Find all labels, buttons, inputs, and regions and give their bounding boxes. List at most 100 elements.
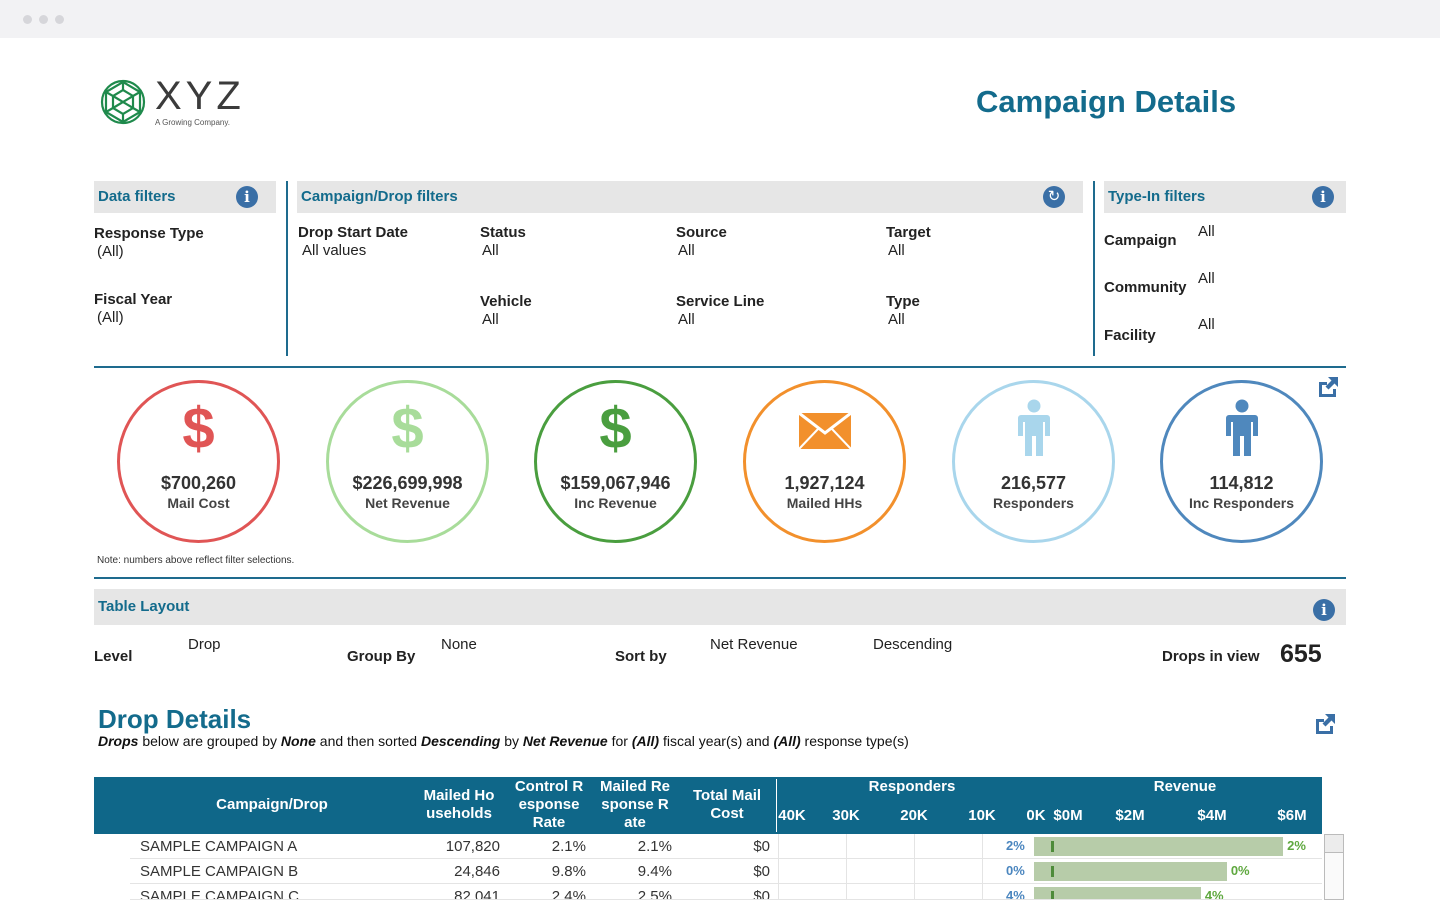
mailed-rate: 2.5% xyxy=(637,888,672,900)
filter-label-fiscal-year: Fiscal Year xyxy=(94,291,173,308)
responders-percent: 2% xyxy=(1006,838,1025,853)
filter-label-drop-start-date: Drop Start Date xyxy=(298,224,409,241)
kpi-responders: 216,577 Responders xyxy=(952,380,1115,543)
window-maximize-dot[interactable] xyxy=(55,15,64,24)
sort-direction-select[interactable]: Descending xyxy=(873,636,953,653)
revenue-tick: $0M xyxy=(1053,807,1083,824)
sort-by-label: Sort by xyxy=(615,648,667,665)
divider xyxy=(286,181,288,356)
filter-value-target[interactable]: All xyxy=(888,242,905,259)
column-header-control-rate[interactable]: Control R esponse Rate xyxy=(514,778,584,831)
filter-note: Note: numbers above reflect filter selec… xyxy=(97,555,295,566)
responders-tick: 0K xyxy=(1026,807,1046,824)
responders-tick: 20K xyxy=(900,807,928,824)
dollar-icon: $ xyxy=(599,396,632,461)
filter-value-type[interactable]: All xyxy=(888,311,905,328)
table-layout-title: Table Layout xyxy=(98,598,190,615)
filter-label-response-type: Response Type xyxy=(94,225,204,242)
divider xyxy=(94,577,1346,579)
filter-value-response-type[interactable]: (All) xyxy=(97,243,124,260)
filter-value-facility[interactable]: All xyxy=(1198,316,1215,333)
filter-value-service-line[interactable]: All xyxy=(678,311,695,328)
window-minimize-dot[interactable] xyxy=(39,15,48,24)
kpi-value: 1,927,124 xyxy=(784,473,865,493)
kpi-label: Net Revenue xyxy=(365,495,450,511)
campaign-filters-header: Campaign/Drop filters ↻ xyxy=(297,181,1083,213)
drop-details-title: Drop Details xyxy=(98,704,252,734)
popout-icon[interactable] xyxy=(1315,374,1341,400)
responders-tick: 10K xyxy=(968,807,996,824)
column-header-revenue[interactable]: Revenue xyxy=(1153,778,1217,795)
filter-label-status: Status xyxy=(480,224,526,241)
column-header-mailed-households[interactable]: Mailed Ho useholds xyxy=(423,787,495,822)
mailed-rate: 2.1% xyxy=(637,838,672,855)
responders-percent: 4% xyxy=(1006,888,1025,900)
table-row[interactable]: SAMPLE CAMPAIGN C 82,041 2.4% 2.5% $0 4%… xyxy=(130,884,1322,900)
revenue-tick: $6M xyxy=(1277,807,1307,824)
info-icon[interactable]: i xyxy=(1313,599,1335,621)
campaign-name[interactable]: SAMPLE CAMPAIGN C xyxy=(140,888,299,900)
kpi-label: Inc Revenue xyxy=(574,495,657,511)
filter-value-vehicle[interactable]: All xyxy=(482,311,499,328)
column-header-total-mail-cost[interactable]: Total Mail Cost xyxy=(692,787,762,822)
filter-label-campaign: Campaign xyxy=(1104,232,1177,249)
total-mail-cost: $0 xyxy=(753,838,770,855)
kpi-value: 216,577 xyxy=(1000,473,1067,493)
filter-value-community[interactable]: All xyxy=(1198,270,1215,287)
page-title: Campaign Details xyxy=(976,84,1237,119)
inc-revenue-marker xyxy=(1050,841,1054,852)
column-header-mailed-rate[interactable]: Mailed Re sponse R ate xyxy=(599,778,671,831)
table-row[interactable]: SAMPLE CAMPAIGN A 107,820 2.1% 2.1% $0 2… xyxy=(130,834,1322,859)
kpi-value: $159,067,946 xyxy=(560,473,671,493)
info-icon[interactable]: i xyxy=(1312,186,1334,208)
window-close-dot[interactable] xyxy=(23,15,32,24)
kpi-value: 114,812 xyxy=(1209,473,1274,493)
filter-value-status[interactable]: All xyxy=(482,242,499,259)
window-chrome xyxy=(0,0,1440,38)
kpi-label: Mail Cost xyxy=(167,495,230,511)
level-label: Level xyxy=(94,648,133,665)
filter-value-drop-start-date[interactable]: All values xyxy=(302,242,367,259)
data-filters-header: Data filters i xyxy=(94,181,276,213)
campaign-name[interactable]: SAMPLE CAMPAIGN B xyxy=(140,863,299,880)
inc-revenue-marker xyxy=(1050,866,1054,877)
data-filters-title: Data filters xyxy=(98,188,176,205)
kpi-value: $700,260 xyxy=(160,473,237,493)
responders-tick: 40K xyxy=(778,807,806,824)
filter-value-campaign[interactable]: All xyxy=(1198,223,1215,240)
inc-revenue-marker xyxy=(1050,891,1054,899)
filter-label-facility: Facility xyxy=(1104,327,1156,344)
kpi-mailed-hhs: 1,927,124 Mailed HHs xyxy=(743,380,906,543)
divider xyxy=(94,366,1346,368)
column-header-responders[interactable]: Responders xyxy=(868,778,956,795)
table-scrollbar-thumb[interactable] xyxy=(1325,835,1343,853)
divider xyxy=(776,779,777,832)
drops-in-view-label: Drops in view xyxy=(1162,648,1260,665)
control-rate: 2.1% xyxy=(551,838,586,855)
sort-by-select[interactable]: Net Revenue xyxy=(710,636,798,653)
table-row[interactable]: SAMPLE CAMPAIGN B 24,846 9.8% 9.4% $0 0%… xyxy=(130,859,1322,884)
control-rate: 9.8% xyxy=(551,863,586,880)
typein-filters-title: Type-In filters xyxy=(1108,188,1206,205)
filter-value-fiscal-year[interactable]: (All) xyxy=(97,309,124,326)
kpi-net-revenue: $ $226,699,998 Net Revenue xyxy=(326,380,489,543)
dollar-icon: $ xyxy=(182,396,215,461)
drop-details-subtitle: Drops below are grouped by None and then… xyxy=(98,733,909,749)
group-by-label: Group By xyxy=(347,648,416,665)
filter-label-type: Type xyxy=(886,293,920,310)
brand-logo: XYZ A Growing Company. xyxy=(99,74,241,131)
level-select[interactable]: Drop xyxy=(188,636,221,653)
group-by-select[interactable]: None xyxy=(441,636,477,653)
refresh-icon[interactable]: ↻ xyxy=(1043,186,1065,208)
filter-label-target: Target xyxy=(886,224,931,241)
column-header-campaign[interactable]: Campaign/Drop xyxy=(216,796,328,813)
info-icon[interactable]: i xyxy=(236,186,258,208)
filter-value-source[interactable]: All xyxy=(678,242,695,259)
campaign-name[interactable]: SAMPLE CAMPAIGN A xyxy=(140,838,298,855)
brand-name: XYZ xyxy=(155,74,245,118)
typein-filters-header: Type-In filters i xyxy=(1104,181,1346,213)
popout-icon[interactable] xyxy=(1312,711,1338,737)
total-mail-cost: $0 xyxy=(753,888,770,900)
filter-label-community: Community xyxy=(1104,279,1187,296)
kpi-mail-cost: $ $700,260 Mail Cost xyxy=(117,380,280,543)
